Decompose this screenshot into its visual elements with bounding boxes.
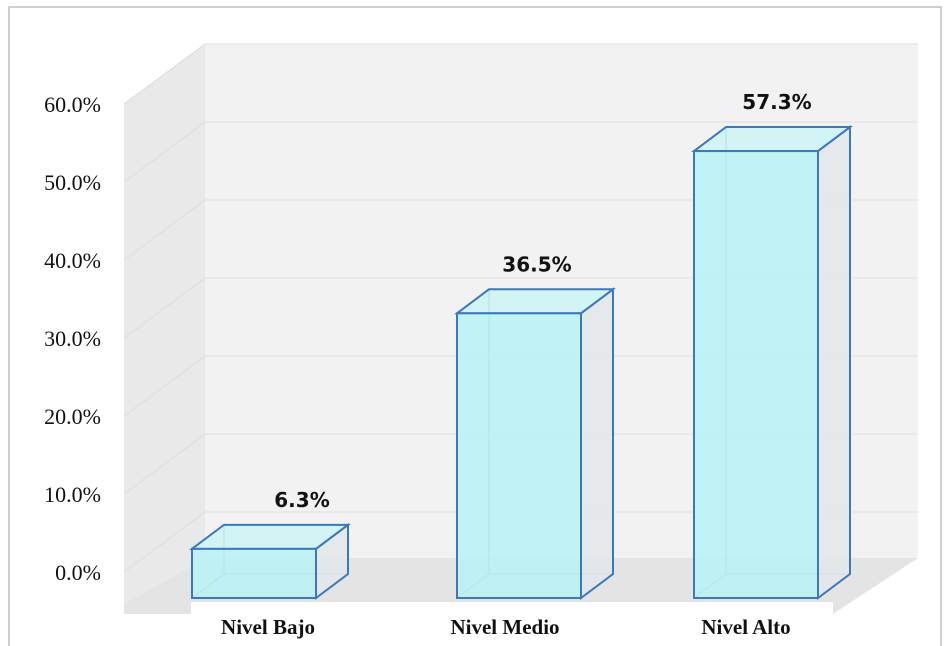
bar-front [456,312,582,599]
bar-1 [189,522,351,600]
bar-side [580,287,614,600]
bar-front [693,150,819,599]
x-tick-label: Nivel Medio [450,615,559,639]
gridline-side [123,43,206,105]
data-label: 36.5% [502,252,571,276]
y-tick-label: 30.0% [44,326,101,351]
y-tick-label: 40.0% [44,248,101,273]
gridline-side [123,199,206,261]
side-wall [124,44,205,604]
y-tick-label: 10.0% [44,482,101,507]
x-axis-ticks: Nivel Bajo Nivel Medio Nivel Alto [191,602,833,646]
x-tick-label: Nivel Bajo [221,615,315,639]
gridline-side [123,511,206,573]
x-axis-label-band [191,602,833,646]
data-labels: 6.3% 36.5% 57.3% [274,90,811,512]
gridline-side [123,433,206,495]
x-tick-label: Nivel Alto [701,615,790,639]
y-tick-label: 0.0% [55,560,101,585]
y-tick-label: 20.0% [44,404,101,429]
bar-front [191,547,317,599]
y-tick-label: 60.0% [44,92,101,117]
y-tick-label: 50.0% [44,170,101,195]
bars [189,125,853,600]
bar-3 [691,125,853,600]
gridline-side [123,121,206,183]
gridline-side [123,355,206,417]
y-axis-ticks: 0.0% 10.0% 20.0% 30.0% 40.0% 50.0% 60.0% [44,92,101,585]
bar-side [817,125,851,600]
gridline-side [123,277,206,339]
data-label: 57.3% [742,90,811,114]
data-label: 6.3% [274,488,329,512]
bar-2 [454,287,616,600]
